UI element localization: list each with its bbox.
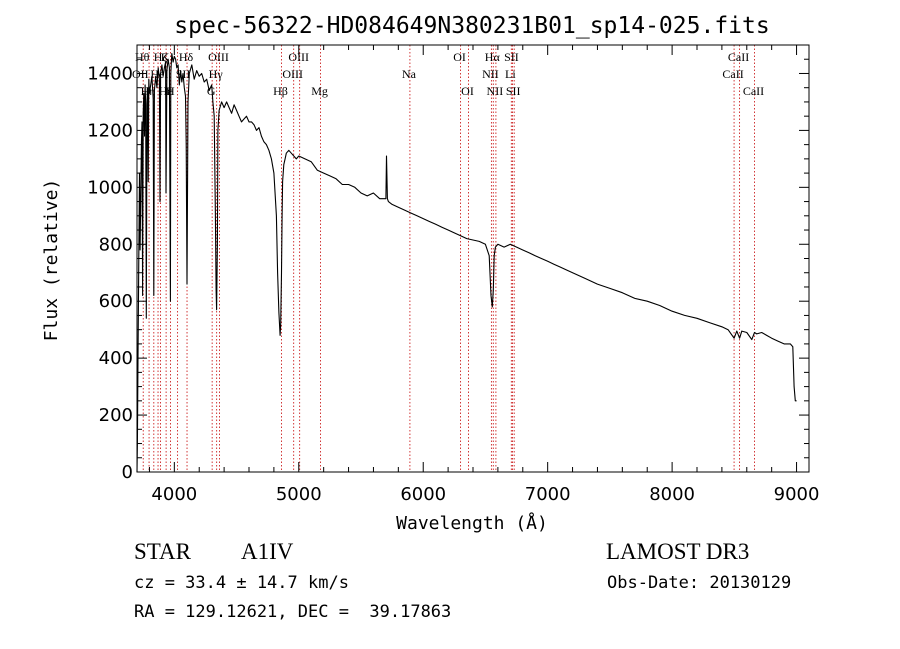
line-label-18: OI [461,84,474,98]
obs-date: Obs-Date: 20130129 [607,573,792,593]
spectrum-chart: spec-56322-HD084649N380231B01_sp14-025.f… [41,13,820,534]
line-label-9: G [207,84,216,98]
y-axis-label: Flux (relative) [41,179,62,342]
line-label-11: OIII [208,50,229,64]
x-tick-label-0: 4000 [151,484,197,505]
spectrum-series-line [136,52,797,473]
coordinates: RA = 129.12621, DEC = 39.17863 [134,602,452,622]
x-tick-label-4: 8000 [649,484,695,505]
y-tick-label-0: 0 [122,462,133,483]
plot-frame [136,44,810,473]
line-label-23: SII [504,50,519,64]
survey-name: LAMOST DR3 [606,539,750,564]
y-tick-label-1: 200 [99,405,133,426]
y-tick-label-7: 1400 [87,63,133,84]
chart-title: spec-56322-HD084649N380231B01_sp14-025.f… [174,13,769,39]
line-label-27: CaII [743,84,764,98]
x-axis: 4000 5000 6000 7000 8000 9000 [148,45,820,505]
line-label-22: Li [505,67,516,81]
line-label-25: CaII [722,67,743,81]
line-label-19: NII [482,67,499,81]
x-tick-label-3: 7000 [525,484,571,505]
y-tick-label-3: 600 [99,291,133,312]
object-subclass: A1IV [241,539,294,564]
line-label-20: Hα [485,50,501,64]
line-label-21: NII [487,84,504,98]
object-class: STAR [134,539,191,564]
y-tick-label-5: 1000 [87,177,133,198]
x-tick-label-2: 6000 [400,484,446,505]
line-extra-label-5: Hζ [154,50,168,64]
line-markers [142,45,755,472]
x-tick-label-5: 9000 [774,484,820,505]
line-label-10: Hγ [209,67,224,81]
line-label-24: SII [506,84,521,98]
line-label-15: Mg [311,84,328,98]
y-tick-label-2: 400 [99,348,133,369]
line-label-13: OIII [282,67,303,81]
line-label-12: Hβ [273,84,288,98]
y-axis: 0 200 400 600 800 1000 1200 1400 [87,58,809,483]
y-tick-label-6: 1200 [87,120,133,141]
x-axis-label: Wavelength (Å) [396,512,548,534]
line-label-5: K [161,50,170,64]
line-label-8: Hδ [179,50,194,64]
line-label-14: OIII [288,50,309,64]
x-tick-label-1: 5000 [276,484,322,505]
line-label-0: Hθ [135,50,150,64]
line-label-26: CaII [728,50,749,64]
y-tick-label-4: 800 [99,234,133,255]
line-label-16: Na [402,67,417,81]
line-label-17: OI [453,50,466,64]
line-extra-label-0: OII [132,67,149,81]
redshift-cz: cz = 33.4 ± 14.7 km/s [134,573,349,593]
